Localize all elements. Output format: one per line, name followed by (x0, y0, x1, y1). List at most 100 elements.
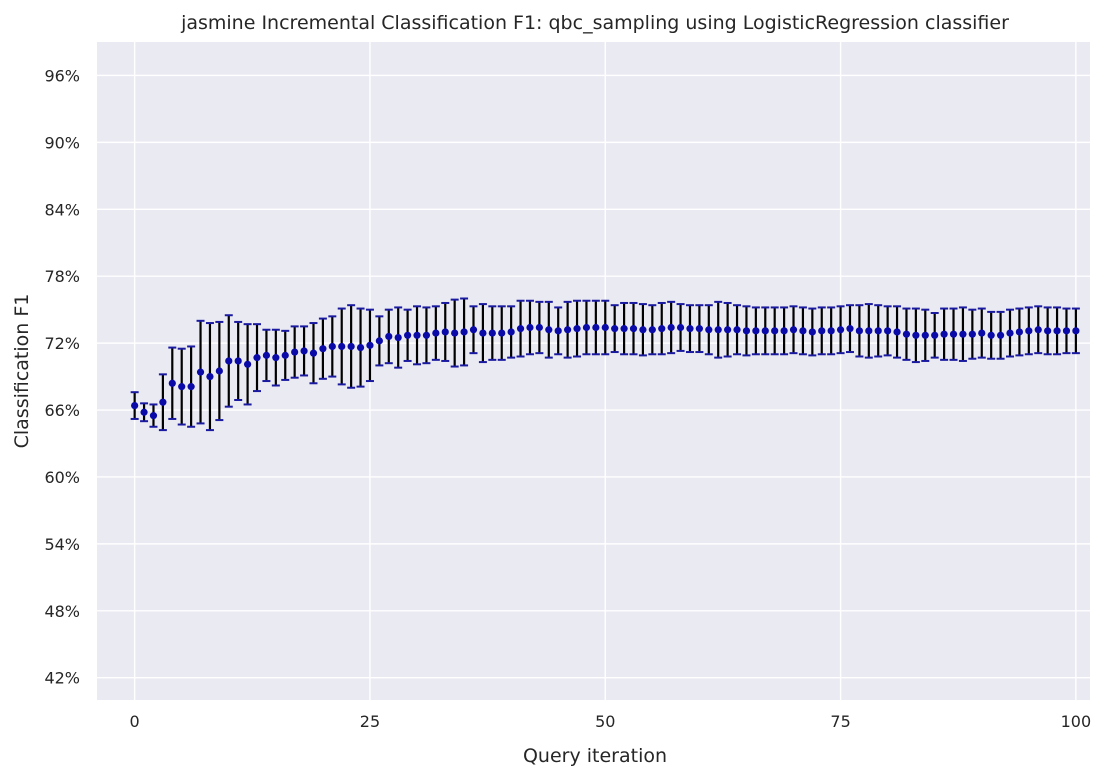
data-point (1053, 327, 1061, 335)
data-point (131, 401, 139, 410)
data-point (705, 326, 713, 334)
data-point (356, 343, 365, 352)
data-point (808, 328, 816, 336)
data-point (724, 326, 732, 334)
chart-title: jasmine Incremental Classification F1: q… (180, 12, 1009, 34)
data-point (516, 325, 525, 333)
data-point (178, 383, 186, 391)
data-point (752, 327, 760, 335)
y-tick-label: 66% (44, 401, 80, 420)
data-point (187, 383, 195, 391)
data-point (385, 332, 393, 341)
data-point (234, 357, 242, 365)
data-point (243, 360, 252, 368)
data-point (451, 329, 459, 337)
data-point (601, 323, 609, 332)
data-point (375, 337, 383, 345)
data-point (695, 325, 703, 333)
data-point (874, 327, 882, 335)
y-tick-label: 78% (44, 267, 80, 286)
data-point (432, 329, 440, 337)
data-point (742, 327, 751, 335)
data-point (469, 326, 478, 334)
data-point (940, 330, 948, 338)
data-point (281, 351, 289, 359)
data-point (884, 327, 892, 335)
data-point (338, 342, 346, 351)
data-point (215, 367, 223, 375)
data-point (611, 325, 619, 333)
data-point (921, 331, 929, 339)
y-tick-label: 84% (44, 200, 80, 219)
data-point (686, 325, 694, 333)
data-point (300, 347, 308, 355)
data-point (667, 323, 675, 332)
data-point (319, 345, 327, 353)
y-tick-label: 60% (44, 468, 80, 487)
data-point (507, 328, 515, 336)
x-tick-label: 50 (595, 712, 615, 731)
data-point (488, 329, 496, 337)
data-point (225, 357, 233, 365)
data-point (545, 326, 553, 334)
data-point (1044, 327, 1052, 335)
data-point (846, 325, 854, 333)
data-point (206, 372, 214, 381)
data-point (592, 323, 600, 332)
y-tick-label: 96% (44, 66, 80, 85)
data-point (441, 328, 449, 336)
data-point (733, 326, 741, 334)
x-tick-label: 0 (130, 712, 140, 731)
data-point (404, 331, 412, 339)
data-point (347, 342, 355, 351)
data-point (422, 331, 431, 339)
data-point (140, 408, 148, 416)
data-point (328, 342, 336, 351)
y-axis: 42% 48% 54% 60% 66% 72% 78% 84% 90% 96% (44, 66, 80, 687)
data-point (912, 331, 920, 339)
data-point (893, 328, 901, 336)
data-point (582, 323, 591, 332)
data-point (149, 412, 158, 420)
x-tick-label: 75 (830, 712, 850, 731)
data-point (771, 327, 779, 335)
data-point (1025, 327, 1033, 335)
data-point (639, 326, 647, 334)
data-point (959, 330, 967, 338)
x-axis: 0 25 50 75 100 (130, 712, 1092, 731)
data-point (272, 354, 280, 362)
data-point (968, 330, 976, 338)
data-point (1034, 326, 1042, 334)
data-point (366, 341, 374, 349)
data-point (168, 379, 176, 387)
y-tick-label: 42% (44, 669, 80, 688)
y-tick-label: 72% (44, 334, 80, 353)
x-tick-label: 100 (1061, 712, 1092, 731)
data-point (262, 351, 271, 359)
data-point (159, 398, 167, 406)
data-point (291, 348, 299, 356)
data-point (676, 323, 685, 332)
data-point (394, 333, 402, 342)
data-point (836, 326, 845, 334)
data-point (196, 368, 205, 376)
data-point (827, 327, 835, 335)
data-point (818, 327, 826, 335)
data-point (526, 323, 534, 332)
data-point (931, 331, 939, 339)
y-tick-label: 54% (44, 535, 80, 554)
data-point (1006, 329, 1014, 337)
data-point (865, 327, 873, 335)
data-point (987, 331, 995, 339)
data-point (789, 326, 798, 334)
data-point (855, 327, 863, 335)
data-point (309, 349, 318, 357)
data-point (658, 325, 666, 333)
data-point (573, 325, 581, 333)
plot-area (97, 42, 1090, 700)
data-point (564, 326, 572, 334)
data-points (131, 323, 1080, 420)
y-axis-label: Classification F1 (11, 294, 33, 449)
data-point (498, 329, 506, 337)
